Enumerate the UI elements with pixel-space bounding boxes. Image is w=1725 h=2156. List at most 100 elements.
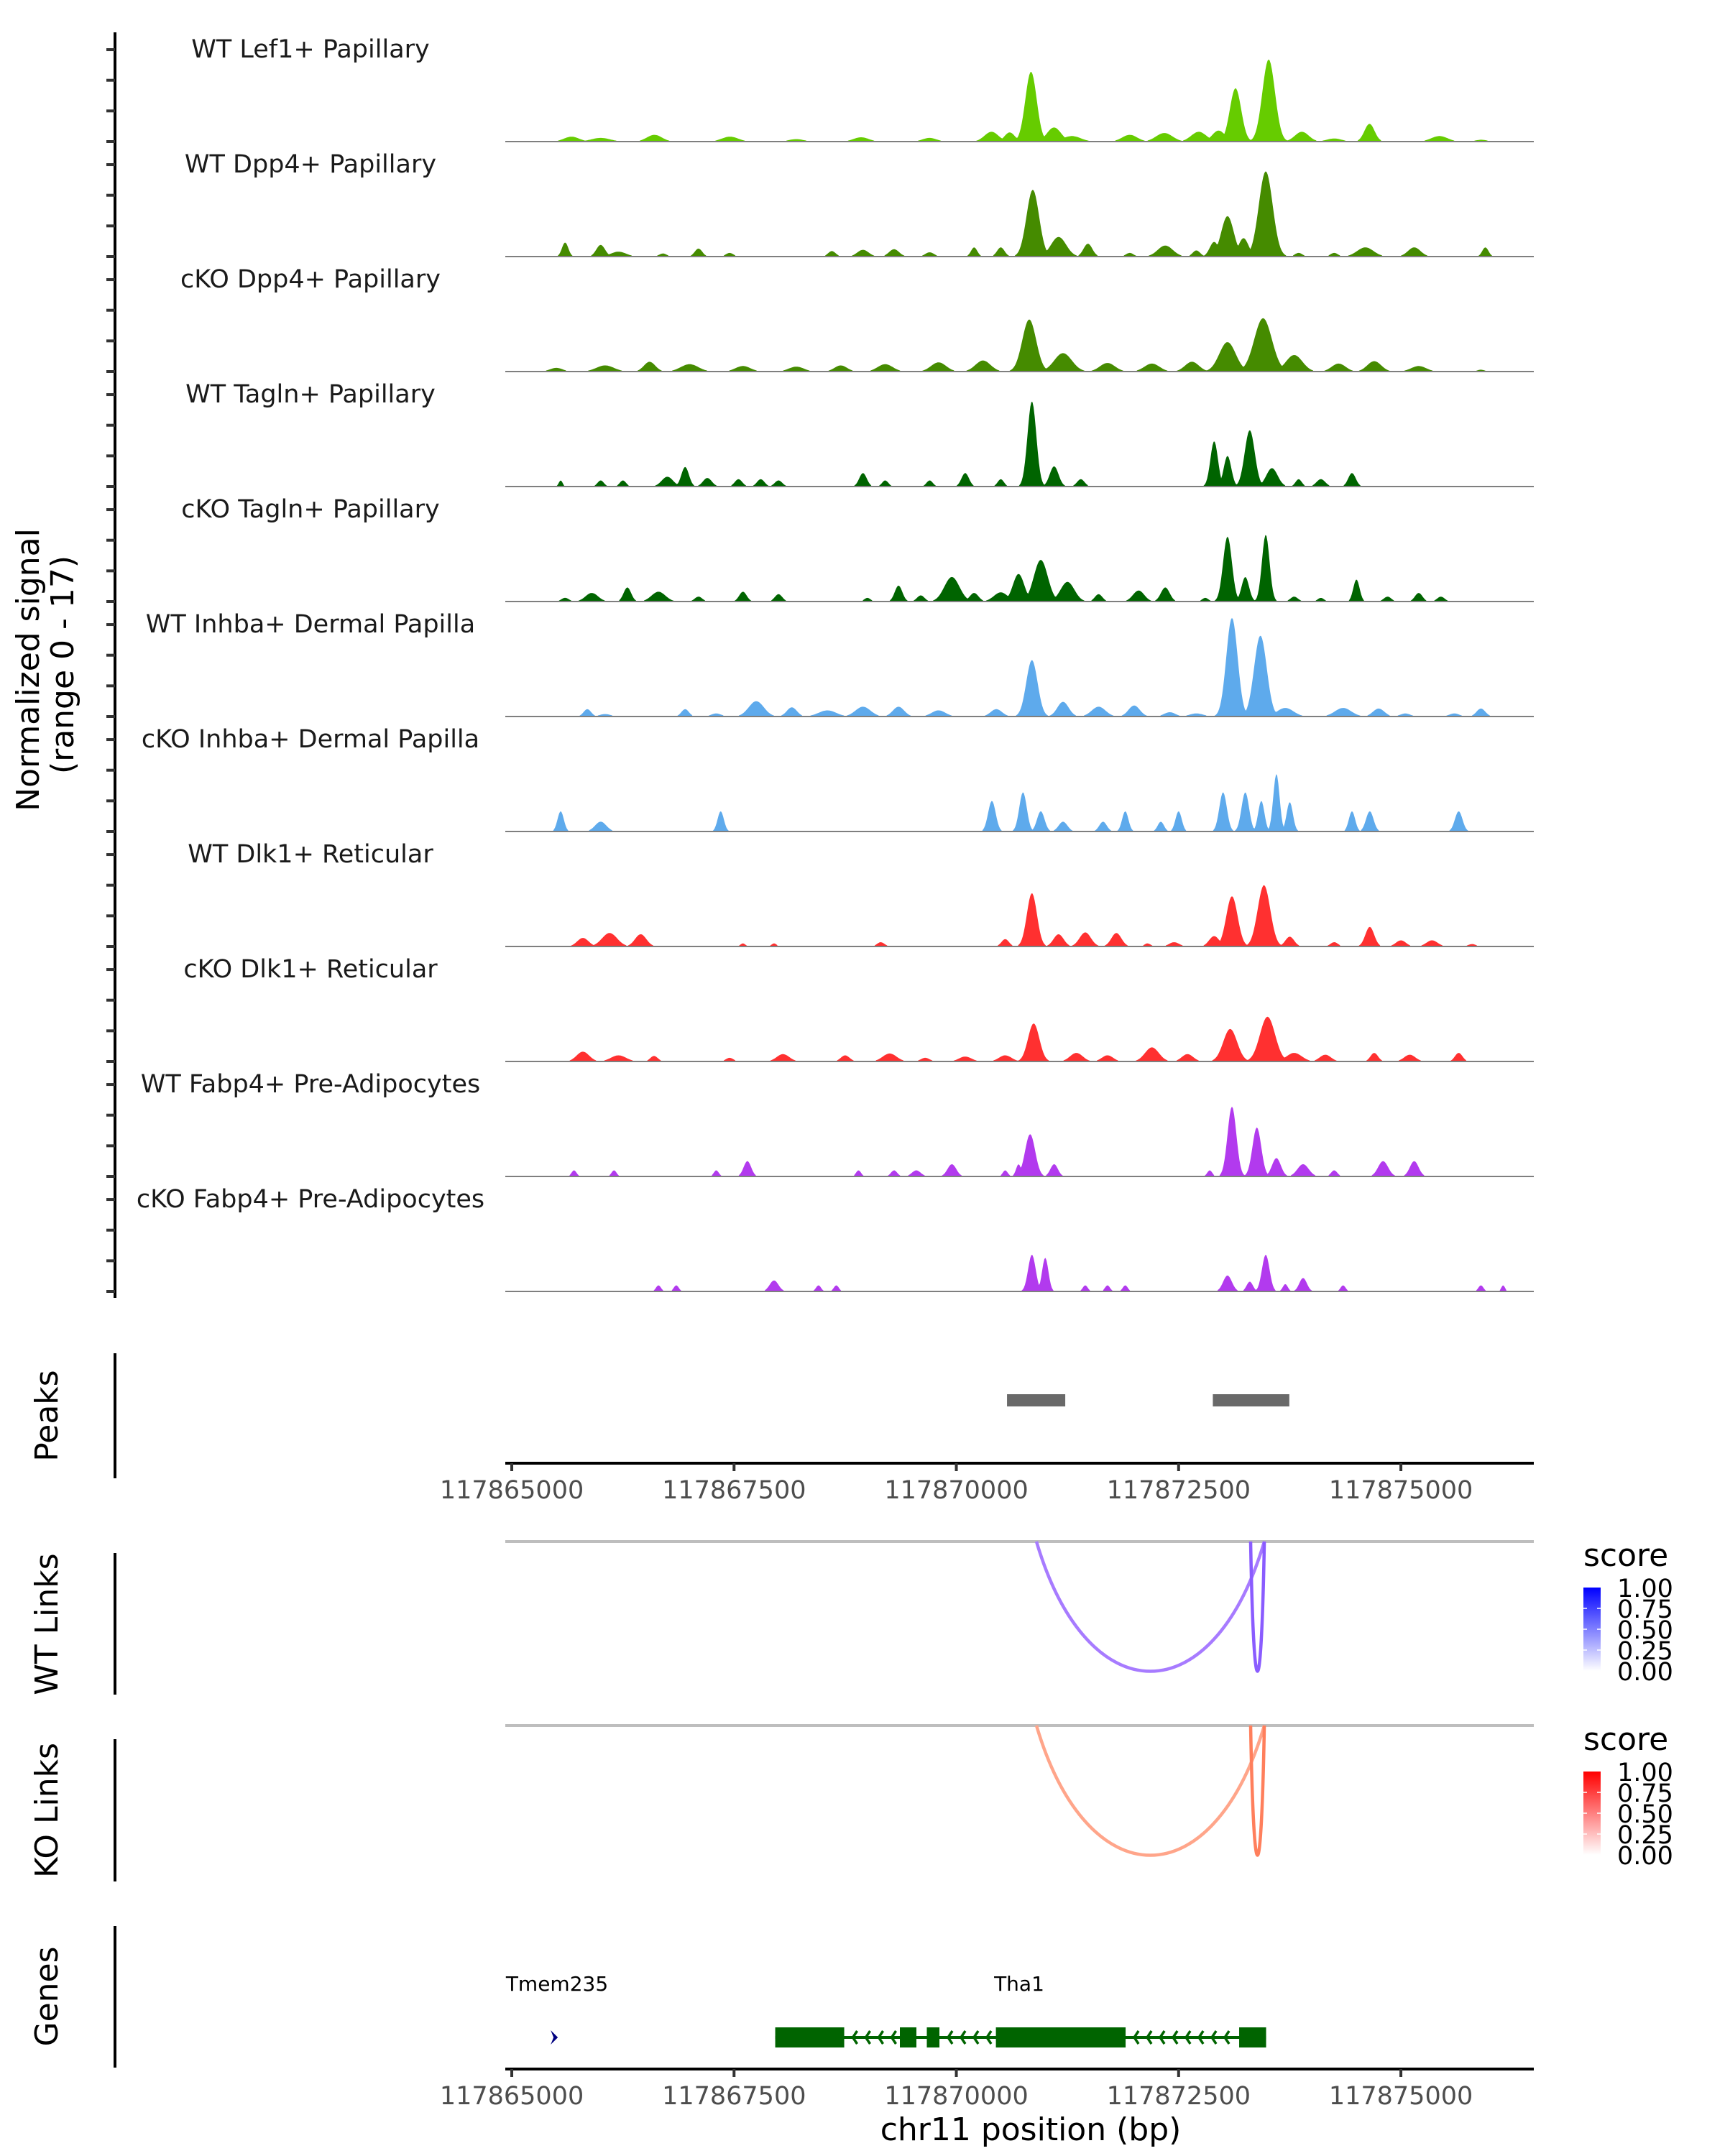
coverage-y-axis-title: Normalized signal (range 0 - 17) [10, 518, 81, 811]
x-tick-label: 117875000 [1329, 2082, 1473, 2111]
exon [995, 2027, 1126, 2047]
coverage-track: cKO Dpp4+ Papillary [180, 265, 1534, 372]
peaks-panel-label: Peaks [29, 1370, 65, 1461]
legend-tick-label: 0.50 [1617, 1616, 1673, 1645]
legend-tick-label: 0.75 [1617, 1595, 1673, 1624]
track-label: WT Inhba+ Dermal Papilla [146, 610, 475, 639]
strand-chevron-icon [985, 2030, 993, 2045]
exon [899, 2027, 917, 2047]
x-tick-label: 117867500 [662, 2082, 806, 2111]
coverage-track: WT Inhba+ Dermal Papilla [146, 610, 1534, 717]
coverage-track: WT Lef1+ Papillary [191, 35, 1534, 142]
signal-area [505, 885, 1534, 946]
track-label: cKO Dpp4+ Papillary [180, 265, 441, 294]
link-arc [1034, 1725, 1266, 1857]
legend-tick-label: 0.25 [1617, 1637, 1673, 1666]
ko-links-label: KO Links [29, 1743, 65, 1878]
track-label: cKO Tagln+ Papillary [181, 495, 440, 524]
track-label: WT Dlk1+ Reticular [188, 840, 433, 869]
legend-tick-label: 0.50 [1617, 1800, 1673, 1829]
strand-chevron-icon [851, 2030, 859, 2045]
legend-tick-label: 0.75 [1617, 1779, 1673, 1808]
signal-area [505, 59, 1534, 142]
strand-chevron-icon [972, 2030, 980, 2045]
track-label: cKO Inhba+ Dermal Papilla [142, 725, 479, 754]
strand-chevron-icon [959, 2030, 967, 2045]
strand-chevron-icon [1145, 2030, 1153, 2045]
coverage-track: cKO Inhba+ Dermal Papilla [142, 725, 1534, 832]
peak-region [1007, 1394, 1066, 1406]
exon [775, 2027, 845, 2047]
signal-area [505, 318, 1534, 372]
strand-chevron-icon [1171, 2030, 1179, 2045]
coverage-track: cKO Fabp4+ Pre-Adipocytes [137, 1185, 1534, 1292]
link-arc [1248, 1725, 1266, 1857]
legend-tick-label: 0.00 [1617, 1658, 1673, 1687]
strand-chevron-icon [946, 2030, 954, 2045]
gene-model: Tha1 [775, 1972, 1266, 2047]
signal-area [505, 1106, 1534, 1176]
signal-area [505, 1255, 1534, 1291]
x-tick-label: 117867500 [662, 1476, 806, 1505]
exon [926, 2027, 940, 2047]
strand-chevron-icon [1197, 2030, 1205, 2045]
legend-tick-label: 0.25 [1617, 1821, 1673, 1850]
signal-area [505, 617, 1534, 717]
strand-chevron-icon [1184, 2030, 1192, 2045]
legend-tick-label: 1.00 [1617, 1575, 1673, 1603]
x-tick-label: 117870000 [884, 1476, 1028, 1505]
strand-chevron-icon [1158, 2030, 1166, 2045]
x-tick-label: 117865000 [440, 2082, 584, 2111]
genes-panel: Genes Tmem235 Tha1 117865000 117867500 1178… [29, 1926, 1534, 2148]
strand-chevron-icon [1132, 2030, 1140, 2045]
coverage-track: cKO Tagln+ Papillary [181, 495, 1534, 602]
signal-area [505, 171, 1534, 257]
legend-title: score [1583, 1721, 1668, 1758]
x-tick-label: 117872500 [1107, 1476, 1251, 1505]
x-tick-label: 117865000 [440, 1476, 584, 1505]
peaks-panel: Peaks 117865000 117867500 117870000 1178725… [29, 1353, 1534, 1505]
wt-links-label: WT Links [29, 1553, 65, 1695]
link-arc [1248, 1541, 1266, 1673]
x-axis-title: chr11 position (bp) [880, 2111, 1182, 2148]
gene-model: Tmem235 [505, 1972, 608, 2045]
x-axis-bottom: 117865000 117867500 117870000 117872500 1178… [440, 2068, 1534, 2111]
coverage-y-axis [106, 32, 116, 1298]
signal-area [505, 774, 1534, 831]
coverage-track: WT Dpp4+ Papillary [185, 150, 1534, 257]
ylabel-line-1: Normalized signal [10, 528, 47, 811]
strand-chevron-icon [877, 2030, 885, 2045]
strand-chevron-icon [1210, 2030, 1218, 2045]
strand-chevron-icon [864, 2030, 872, 2045]
track-label: WT Lef1+ Papillary [191, 35, 430, 64]
strand-chevron-icon [1223, 2030, 1230, 2045]
x-tick-label: 117875000 [1329, 1476, 1473, 1505]
signal-area [505, 1016, 1534, 1061]
track-label: cKO Dlk1+ Reticular [183, 955, 438, 984]
gene-label: Tha1 [993, 1972, 1044, 1996]
signal-area [505, 402, 1534, 487]
coverage-tracks: WT Lef1+ Papillary WT Dpp4+ Papillary cKO … [137, 35, 1534, 1292]
x-tick-label: 117870000 [884, 2082, 1028, 2111]
track-label: WT Fabp4+ Pre-Adipocytes [141, 1070, 480, 1099]
coverage-track: WT Tagln+ Papillary [185, 380, 1534, 487]
ylabel-line-2: (range 0 - 17) [45, 556, 81, 774]
legend-title: score [1583, 1537, 1668, 1574]
link-arc [1034, 1541, 1266, 1673]
coverage-track: WT Dlk1+ Reticular [188, 840, 1534, 947]
track-label: cKO Fabp4+ Pre-Adipocytes [137, 1185, 484, 1214]
exon [1239, 2027, 1266, 2047]
coverage-track: cKO Dlk1+ Reticular [183, 955, 1534, 1062]
gene-label: Tmem235 [505, 1972, 608, 1996]
strand-arrow-icon [551, 2030, 558, 2045]
peak-region [1213, 1394, 1289, 1406]
genes-panel-label: Genes [29, 1946, 65, 2046]
track-label: WT Dpp4+ Papillary [185, 150, 436, 179]
x-axis-top: 117865000 117867500 117870000 117872500 1178… [440, 1462, 1534, 1505]
coverage-track: WT Fabp4+ Pre-Adipocytes [141, 1070, 1534, 1177]
track-label: WT Tagln+ Papillary [185, 380, 436, 409]
x-tick-label: 117872500 [1107, 2082, 1251, 2111]
